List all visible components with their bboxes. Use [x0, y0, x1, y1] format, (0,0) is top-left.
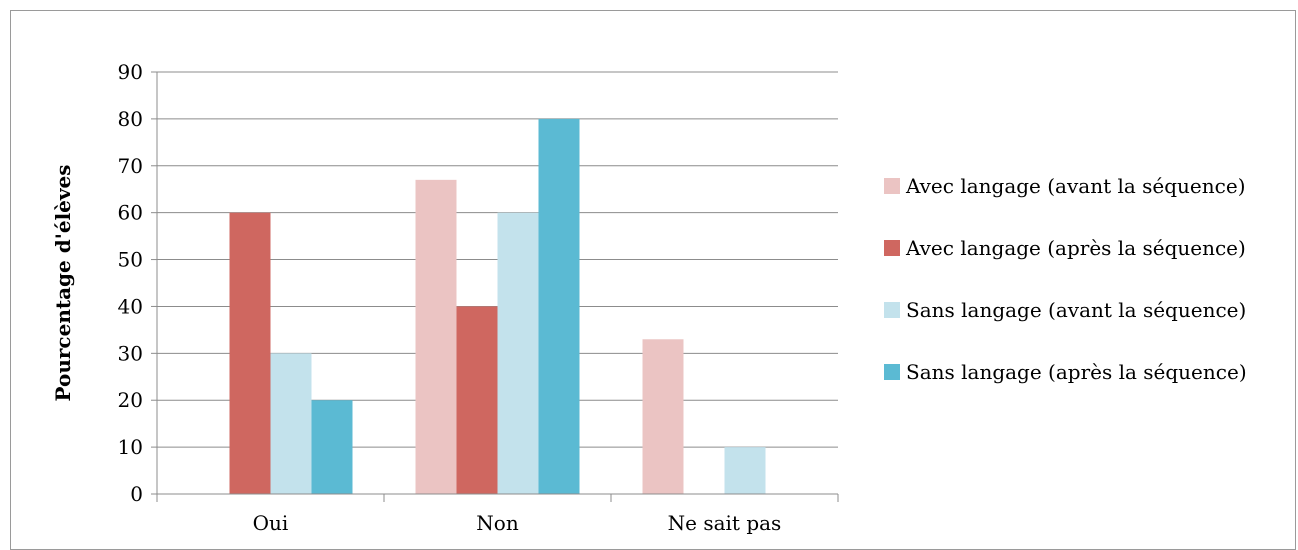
bar	[497, 212, 539, 494]
y-axis-label: Pourcentage d'élèves	[51, 165, 75, 402]
y-tick-label: 10	[118, 435, 143, 459]
bar	[724, 447, 766, 494]
x-tick-label: Ne sait pas	[668, 511, 782, 535]
legend-label: Sans langage (après la séquence)	[906, 360, 1247, 384]
y-tick-label: 70	[118, 154, 143, 178]
bar	[311, 400, 353, 494]
bar	[415, 179, 457, 494]
y-tick-label: 40	[118, 294, 143, 318]
y-tick-label: 20	[118, 388, 143, 412]
bar	[229, 212, 271, 494]
legend-label: Avec langage (après la séquence)	[905, 236, 1246, 260]
bar	[270, 353, 312, 494]
bar	[456, 306, 498, 494]
y-tick-label: 30	[118, 341, 143, 365]
legend: Avec langage (avant la séquence) Avec lan…	[884, 174, 1247, 384]
x-tick-label: Non	[476, 511, 519, 535]
bars	[229, 118, 766, 494]
y-tick-label: 0	[130, 482, 143, 506]
x-tick-labels: Oui Non Ne sait pas	[253, 511, 782, 535]
legend-swatch	[884, 302, 900, 318]
legend-swatch	[884, 364, 900, 380]
axes	[151, 71, 839, 502]
x-tick-label: Oui	[253, 511, 289, 535]
legend-swatch	[884, 240, 900, 256]
y-tick-label: 50	[118, 248, 143, 272]
legend-swatch	[884, 178, 900, 194]
y-tick-label: 60	[118, 201, 143, 225]
y-tick-labels: 0 10 20 30 40 50 60 70 80 90	[118, 60, 143, 506]
y-tick-label: 80	[118, 107, 143, 131]
legend-label: Avec langage (avant la séquence)	[905, 174, 1246, 198]
legend-label: Sans langage (avant la séquence)	[906, 298, 1246, 322]
bar	[642, 339, 684, 494]
y-tick-label: 90	[118, 60, 143, 84]
bar	[538, 118, 580, 494]
